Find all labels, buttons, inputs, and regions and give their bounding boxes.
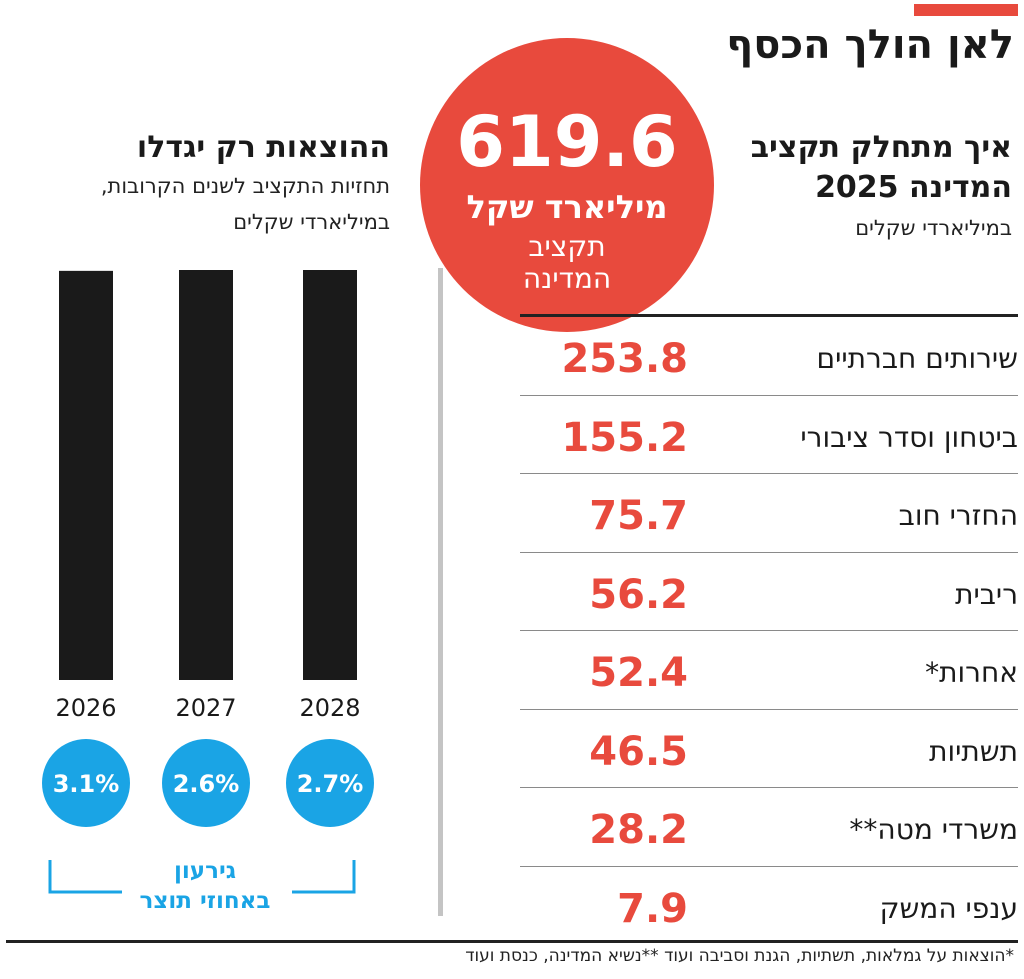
row-label: החזרי חוב: [898, 499, 1018, 532]
deficit-circle: [286, 739, 374, 827]
deficit-value: 3.1%: [53, 770, 120, 798]
row-value: 46.5: [589, 728, 688, 775]
budget-total-label-line2: המדינה: [522, 262, 612, 295]
deficit-value: 2.6%: [173, 770, 240, 798]
row-value: 56.2: [589, 571, 688, 618]
bar-2026: [59, 270, 113, 680]
row-value: 155.2: [561, 414, 688, 461]
row-value: 52.4: [589, 650, 688, 696]
breakdown-heading-line1: איך מתחלק תקציב: [750, 130, 1012, 165]
table-top-rule: [520, 314, 1018, 317]
table-row: החזרי חוב 75.7: [520, 474, 1018, 553]
row-value: 253.8: [561, 336, 688, 382]
budget-total-unit: מיליארד שקל: [466, 188, 668, 226]
budget-breakdown-table: שירותים חברתיים 253.8 ביטחון וסדר ציבורי…: [520, 314, 1018, 944]
deficit-value: 2.7%: [297, 770, 364, 798]
budget-total-circle: 619.6 מיליארד שקל תקציב המדינה: [420, 38, 714, 332]
page-title: לאן הולך הכסף: [726, 22, 1014, 68]
breakdown-heading: איך מתחלק תקציב המדינה 2025: [751, 128, 1012, 208]
footnote: *הוצאות על גמלאות, תשתיות, הגנת וסביבה ו…: [465, 946, 1014, 966]
table-row: אחרות* 52.4: [520, 631, 1018, 710]
year-tick-label: 2027: [175, 694, 236, 722]
row-label: תשתיות: [929, 734, 1018, 768]
budget-total-label-line1: תקציב: [528, 230, 606, 263]
forecast-subtitle-line1: תחזיות התקציב לשנים הקרובות,: [100, 174, 390, 198]
row-label: ביטחון וסדר ציבורי: [800, 420, 1018, 454]
deficit-bracket: גירעון באחוזי תוצר: [48, 858, 356, 914]
deficit-label-line2: באחוזי תוצר: [140, 888, 271, 914]
table-row: ביטחון וסדר ציבורי 155.2: [520, 396, 1018, 474]
bar-2027: [179, 270, 233, 681]
deficit-label-line1: גירעון: [174, 858, 236, 884]
forecast-subtitle-line2: במיליארדי שקלים: [233, 210, 390, 234]
row-label: שירותים חברתיים: [816, 342, 1018, 375]
table-row: שירותים חברתיים 253.8: [520, 317, 1018, 396]
row-label: ענפי המשק: [879, 891, 1018, 925]
row-label: משרדי מטה**: [849, 813, 1018, 846]
table-row: ריבית 56.2: [520, 553, 1018, 631]
table-row: תשתיות 46.5: [520, 710, 1018, 788]
year-tick-label: 2026: [55, 694, 116, 722]
year-tick-label: 2028: [299, 694, 360, 722]
table-row: משרדי מטה** 28.2: [520, 788, 1018, 867]
table-row: ענפי המשק 7.9: [520, 867, 1018, 945]
row-value: 7.9: [617, 885, 688, 932]
breakdown-heading-line2: המדינה 2025: [815, 170, 1012, 205]
forecast-heading: ההוצאות רק יגדלו: [136, 130, 390, 165]
deficit-circle: [162, 739, 250, 827]
row-label: ריבית: [955, 577, 1018, 611]
budget-total-value: 619.6: [456, 101, 678, 183]
deficit-circle: [42, 739, 130, 827]
bar-2028: [303, 270, 357, 680]
row-value: 28.2: [589, 807, 688, 853]
forecast-bar-chart: 621.42026645.32027679.32028 3.1%2.6%2.7%…: [42, 270, 374, 914]
row-label: אחרות*: [925, 656, 1018, 689]
row-value: 75.7: [589, 493, 688, 539]
footer-rule: [6, 940, 1018, 943]
breakdown-subtitle: במיליארדי שקלים: [855, 216, 1012, 240]
panel-divider: [438, 268, 443, 916]
title-accent-bar: [914, 4, 1018, 16]
